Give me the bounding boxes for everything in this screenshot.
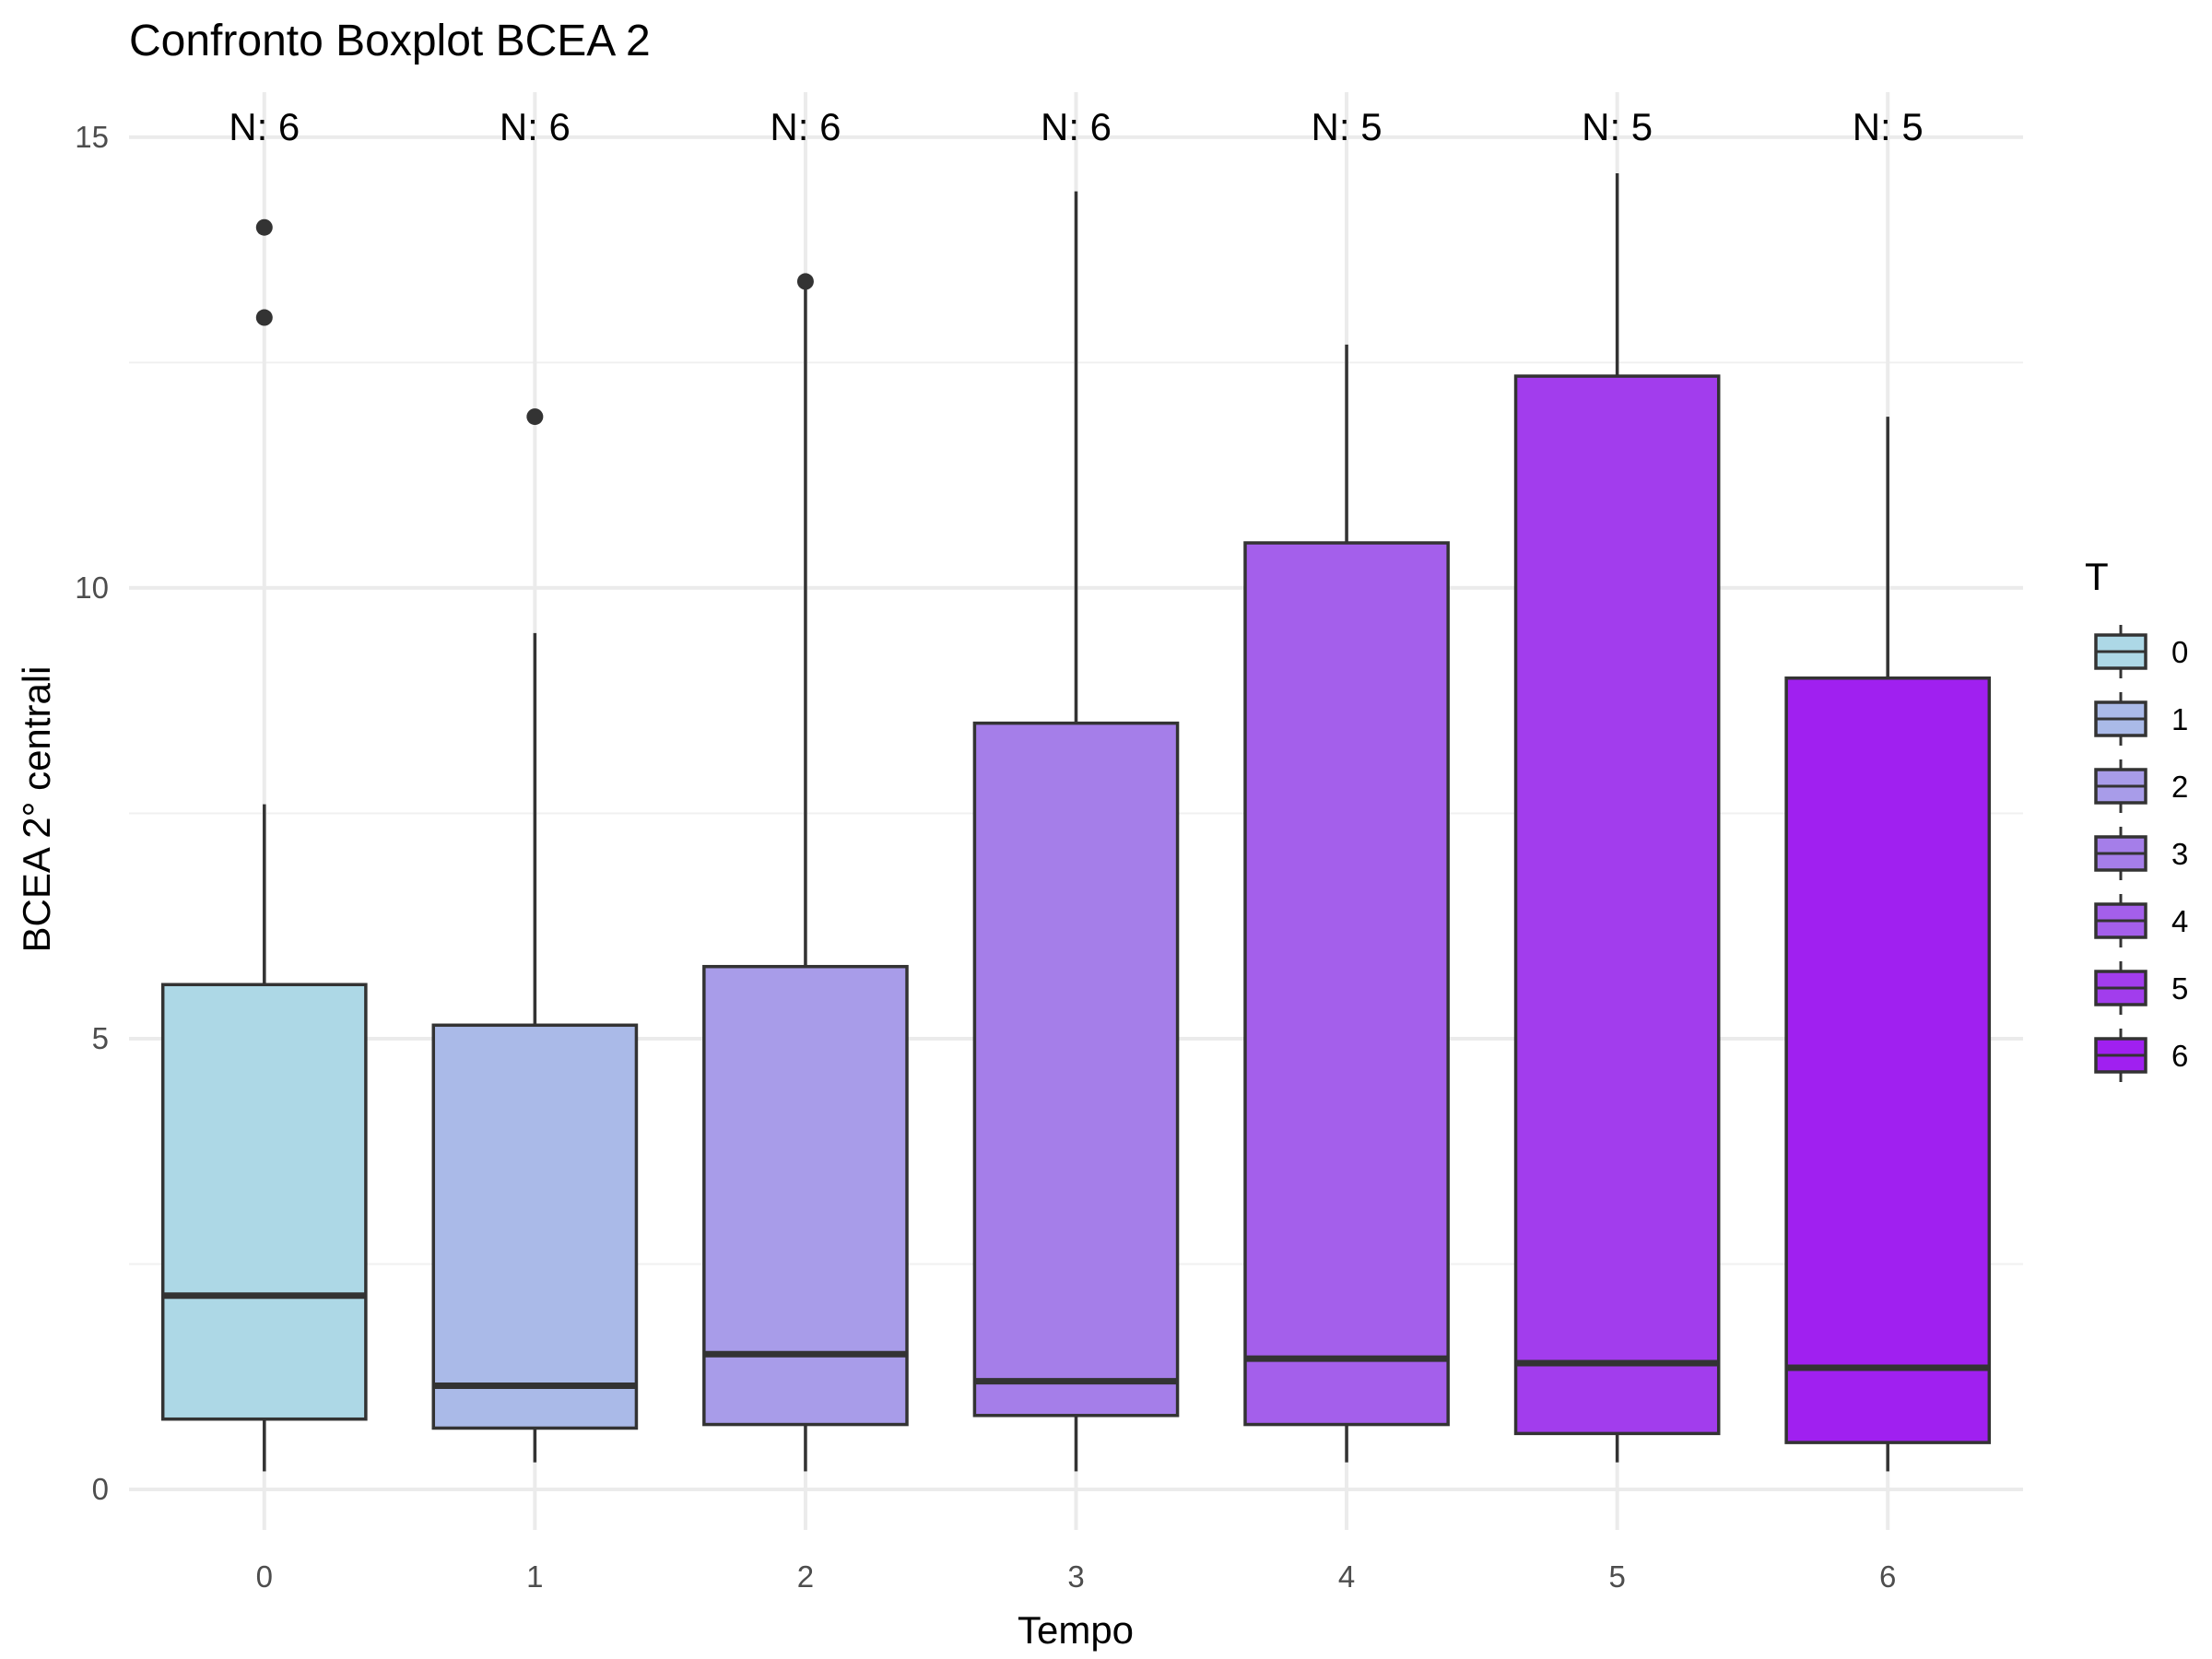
box — [1243, 541, 1450, 1427]
box-group — [431, 408, 639, 1463]
box-group — [1513, 173, 1721, 1463]
n-label: N: 5 — [1853, 105, 1924, 148]
y-tick-label: 5 — [92, 1021, 109, 1055]
legend-label: 1 — [2171, 702, 2188, 736]
chart-title: Confronto Boxplot BCEA 2 — [129, 17, 651, 65]
legend-label: 0 — [2171, 635, 2188, 669]
y-tick-label: 0 — [92, 1472, 109, 1506]
x-tick-label: 4 — [1338, 1559, 1355, 1594]
legend-label: 4 — [2171, 904, 2188, 938]
outlier-point — [255, 218, 273, 236]
legend-item: 4 — [2094, 894, 2188, 947]
legend-label: 6 — [2171, 1039, 2188, 1073]
outlier-point — [526, 408, 544, 426]
x-tick-label: 5 — [1608, 1559, 1625, 1594]
legend-item: 2 — [2094, 759, 2188, 813]
n-label: N: 6 — [229, 105, 300, 148]
legend-title: T — [2085, 555, 2109, 598]
legend-item: 5 — [2094, 961, 2188, 1015]
x-tick-label: 2 — [797, 1559, 814, 1594]
n-label: N: 6 — [500, 105, 571, 148]
box-group — [1784, 417, 1992, 1472]
box-group — [972, 191, 1180, 1472]
box — [1784, 676, 1992, 1444]
box-group — [1243, 344, 1450, 1463]
n-label: N: 6 — [1041, 105, 1112, 148]
x-tick-label: 6 — [1879, 1559, 1896, 1594]
x-axis-ticks: 0 1 2 3 4 5 6 — [256, 1559, 1897, 1594]
legend-item: 0 — [2094, 625, 2188, 678]
y-axis-title: BCEA 2° centrali — [15, 666, 58, 953]
box-group — [160, 218, 368, 1472]
legend-label: 3 — [2171, 837, 2188, 871]
legend-item: 1 — [2094, 692, 2188, 746]
x-tick-label: 1 — [526, 1559, 543, 1594]
legend: T 0 1 2 3 4 5 6 — [2085, 555, 2188, 1082]
legend-items: 0 1 2 3 4 5 6 — [2094, 625, 2188, 1082]
box — [431, 1023, 639, 1430]
box — [702, 964, 909, 1427]
n-label: N: 5 — [1312, 105, 1382, 148]
y-tick-label: 15 — [75, 120, 109, 154]
box-group — [702, 273, 909, 1472]
y-tick-label: 10 — [75, 571, 109, 605]
n-labels: N: 6 N: 6 N: 6 N: 6 N: 5 N: 5 N: 5 — [229, 105, 1923, 148]
legend-label: 5 — [2171, 971, 2188, 1006]
x-tick-label: 3 — [1067, 1559, 1084, 1594]
box — [160, 982, 368, 1421]
boxes — [160, 173, 1992, 1472]
outlier-point — [796, 273, 814, 290]
x-tick-label: 0 — [256, 1559, 273, 1594]
box — [1513, 374, 1721, 1436]
outlier-point — [255, 309, 273, 326]
box — [972, 721, 1180, 1418]
legend-item: 6 — [2094, 1029, 2188, 1082]
x-axis-title: Tempo — [1018, 1608, 1134, 1652]
n-label: N: 5 — [1582, 105, 1653, 148]
legend-label: 2 — [2171, 770, 2188, 804]
legend-item: 3 — [2094, 827, 2188, 880]
y-axis-ticks: 0 5 10 15 — [75, 120, 109, 1506]
n-label: N: 6 — [770, 105, 841, 148]
